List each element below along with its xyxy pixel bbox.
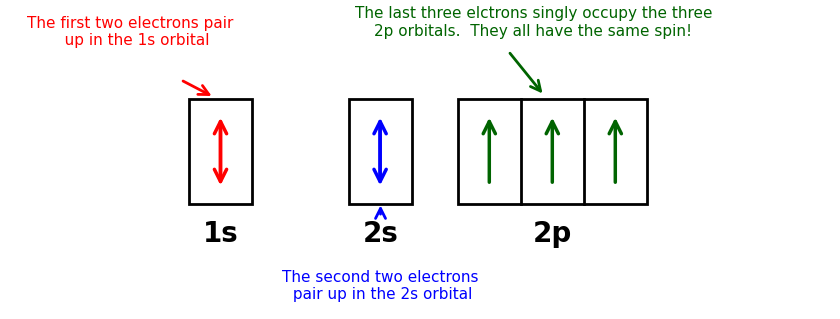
Bar <box>349 99 412 204</box>
Text: 2s: 2s <box>363 220 398 249</box>
Bar <box>189 99 252 204</box>
Text: The second two electrons
 pair up in the 2s orbital: The second two electrons pair up in the … <box>282 270 479 302</box>
Text: 1s: 1s <box>203 220 239 249</box>
Bar <box>458 99 647 204</box>
Text: The last three elctrons singly occupy the three
2p orbitals.  They all have the : The last three elctrons singly occupy th… <box>354 6 712 39</box>
Text: The first two electrons pair
   up in the 1s orbital: The first two electrons pair up in the 1… <box>27 16 234 48</box>
Text: 2p: 2p <box>533 220 572 249</box>
